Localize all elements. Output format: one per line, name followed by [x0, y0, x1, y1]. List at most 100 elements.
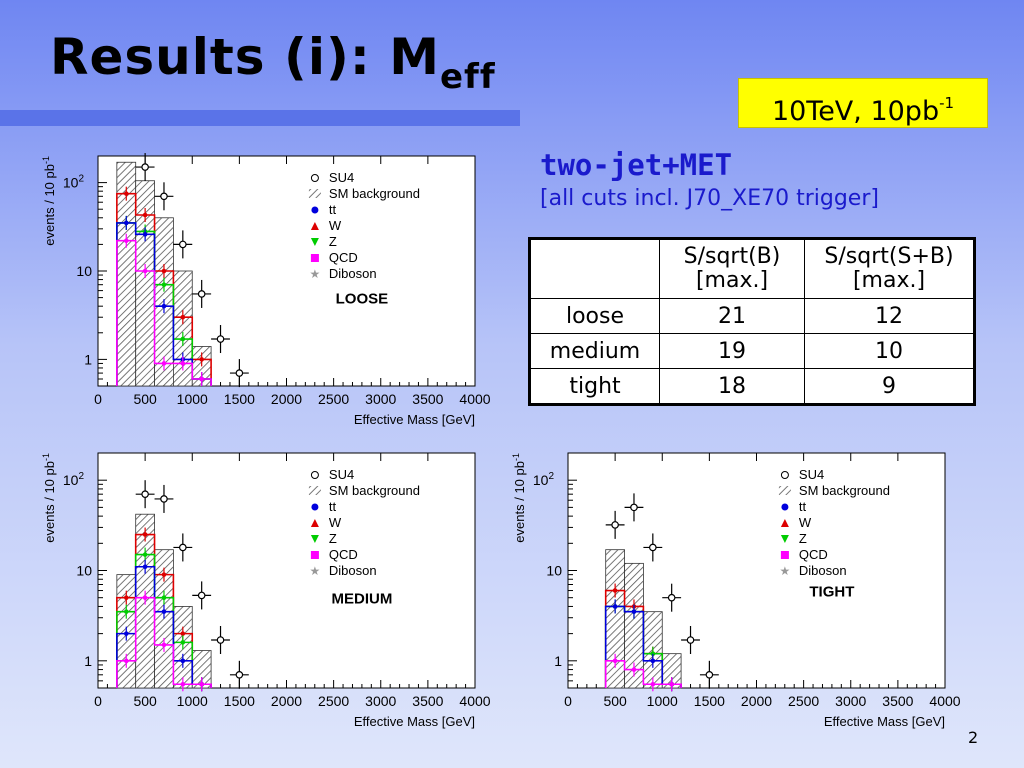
- legend-label: tt: [329, 202, 337, 217]
- selection-label: TIGHT: [809, 584, 854, 601]
- tt-point: [631, 609, 637, 614]
- x-tick-label: 500: [603, 693, 627, 709]
- legend-label: SU4: [329, 170, 354, 185]
- x-tick-label: 1000: [177, 693, 208, 709]
- qcd-point: [612, 658, 618, 664]
- su4-point: [235, 369, 244, 377]
- table-header-row: S/sqrt(B) [max.] S/sqrt(S+B) [max.]: [529, 238, 975, 299]
- x-tick-label: 2500: [318, 693, 349, 709]
- legend-label: SM background: [329, 186, 420, 201]
- y-tick-label: 1: [84, 653, 92, 669]
- x-tick-label: 1500: [224, 391, 255, 407]
- table-row: tight 18 9: [529, 368, 975, 405]
- w-point: [161, 572, 167, 577]
- qcd-point: [161, 361, 167, 366]
- significance-table: S/sqrt(B) [max.] S/sqrt(S+B) [max.] loos…: [528, 237, 976, 406]
- y-tick-label: 102: [533, 471, 555, 488]
- y-tick-base: 10: [76, 263, 92, 279]
- y-axis-label: events / 10 pb-1: [41, 453, 57, 543]
- y-tick-base: 10: [63, 472, 79, 488]
- x-tick-label: 3000: [365, 391, 396, 407]
- y-axis-label: events / 10 pb-1: [41, 156, 57, 246]
- x-tick-label: 2500: [318, 391, 349, 407]
- y-tick-base: 1: [554, 653, 562, 669]
- su4-point: [705, 671, 714, 679]
- qcd-point: [142, 595, 148, 600]
- badge-superscript: -1: [939, 94, 955, 112]
- y-axis-label: events / 10 pb-1: [511, 453, 527, 543]
- tt-point: [123, 631, 129, 636]
- x-tick-label: 0: [94, 391, 102, 407]
- y-tick-label: 10: [76, 263, 92, 279]
- selection-label: MEDIUM: [331, 591, 392, 608]
- qcd-point: [199, 376, 204, 382]
- table-header-empty: [529, 238, 660, 299]
- qcd-point: [199, 681, 204, 687]
- legend-sm-marker: [308, 189, 321, 198]
- tt-point: [142, 564, 148, 570]
- su4-point: [235, 671, 244, 679]
- table-header-sb: S/sqrt(B) [max.]: [659, 238, 805, 299]
- legend-sm-marker: [778, 486, 791, 495]
- badge-main: 10TeV, 10pb: [771, 96, 940, 127]
- su4-point: [141, 490, 149, 498]
- su4-point: [630, 503, 638, 512]
- loose-meff-plot: 0 500 1000 1500 2000 2500 3000 3500 4000110102Ef…: [41, 153, 491, 427]
- qcd-point: [123, 658, 129, 664]
- legend-label: QCD: [799, 547, 828, 562]
- y-tick-base: 10: [76, 563, 92, 579]
- x-tick-label: 2000: [271, 391, 302, 407]
- legend-qcd-marker: [780, 551, 789, 559]
- legend-z-marker: [780, 535, 789, 543]
- y-tick-label: 102: [63, 174, 85, 191]
- legend-su4-marker: [310, 471, 319, 479]
- tt-point: [123, 220, 129, 226]
- w-point: [180, 631, 186, 636]
- y-axis-label-exponent: -1: [41, 156, 51, 164]
- su4-point: [216, 636, 225, 644]
- w-point: [142, 212, 148, 218]
- z-point: [650, 651, 656, 656]
- page-number: 2: [968, 728, 979, 747]
- w-point: [123, 191, 129, 196]
- legend-w-marker: [310, 519, 319, 527]
- qcd-point: [142, 268, 148, 274]
- legend-label: Z: [329, 234, 337, 249]
- legend-label: Z: [329, 531, 337, 546]
- tt-point: [612, 604, 618, 609]
- legend-sm-marker: [308, 486, 321, 495]
- table-row: loose 21 12: [529, 298, 975, 334]
- qcd-histogram-line: [116, 596, 212, 688]
- z-point: [161, 282, 167, 287]
- w-point: [180, 314, 186, 320]
- legend-tt-marker: [781, 503, 789, 511]
- y-axis-label-exponent: -1: [511, 453, 521, 461]
- table-row-label: medium: [529, 333, 660, 369]
- y-tick-base: 10: [546, 563, 562, 579]
- medium-meff-plot: 0 500 1000 1500 2000 2500 3000 3500 4000110102Ef…: [41, 452, 491, 729]
- selection-title: two-jet+MET: [540, 148, 733, 182]
- x-tick-label: 500: [133, 391, 157, 407]
- qcd-histogram-line: [604, 660, 682, 688]
- y-tick-label: 102: [63, 471, 85, 488]
- legend-w-marker: [310, 222, 319, 230]
- legend-qcd-marker: [310, 551, 319, 559]
- table-cell-sb: 19: [659, 333, 805, 369]
- w-point: [199, 357, 204, 362]
- x-axis-label: Effective Mass [GeV]: [354, 714, 475, 729]
- table-cell-ssb: 12: [804, 298, 975, 334]
- z-point: [123, 609, 129, 614]
- su4-point: [667, 593, 676, 602]
- legend-label: W: [329, 515, 342, 530]
- x-axis-label: Effective Mass [GeV]: [824, 714, 945, 729]
- table-row: medium 19 10: [529, 333, 975, 369]
- table-row-label: tight: [529, 368, 660, 405]
- legend-label: SU4: [799, 467, 824, 482]
- su4-point: [216, 335, 225, 343]
- legend-label: tt: [329, 499, 337, 514]
- z-point: [180, 640, 186, 645]
- legend-diboson-marker: ★: [780, 564, 791, 578]
- legend-label: Diboson: [329, 563, 377, 578]
- su4-point: [197, 290, 206, 298]
- qcd-point: [650, 681, 656, 687]
